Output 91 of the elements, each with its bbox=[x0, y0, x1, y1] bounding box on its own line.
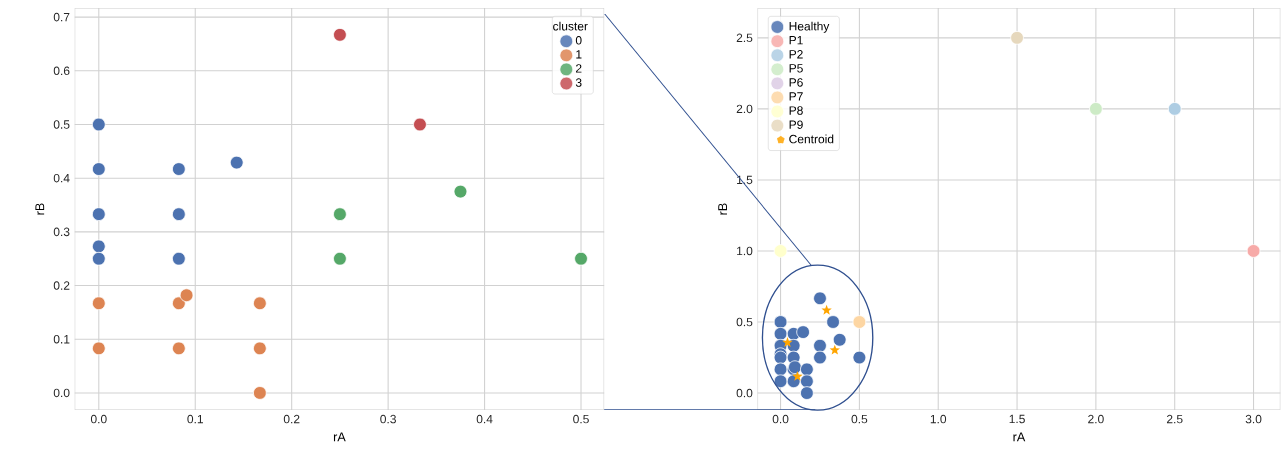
y-tick-label: 2.5 bbox=[736, 33, 753, 43]
legend-label: P1 bbox=[789, 36, 803, 45]
point bbox=[92, 251, 106, 266]
legend-label: P9 bbox=[789, 120, 803, 129]
legend-label: P5 bbox=[789, 64, 803, 73]
point bbox=[453, 184, 468, 199]
x-tick-label: 1.5 bbox=[1009, 414, 1025, 424]
point bbox=[229, 155, 244, 170]
y-tick-label: 0.6 bbox=[53, 66, 70, 76]
point bbox=[253, 386, 267, 400]
y-tick-label: 0.1 bbox=[53, 334, 70, 344]
x-tick-label: 3.0 bbox=[1245, 414, 1262, 424]
point bbox=[172, 251, 186, 266]
point bbox=[413, 117, 427, 132]
x-axis-title: rA bbox=[1013, 432, 1026, 442]
legend-label: P2 bbox=[789, 50, 803, 59]
point bbox=[92, 162, 106, 176]
point bbox=[333, 251, 347, 266]
legend-label: 1 bbox=[576, 50, 582, 59]
legend-title: cluster bbox=[553, 21, 588, 31]
x-tick-label: 1.0 bbox=[930, 414, 947, 424]
x-tick-label: 2.0 bbox=[1088, 414, 1104, 424]
y-tick-label: 0.7 bbox=[53, 12, 70, 22]
point bbox=[172, 162, 186, 176]
point bbox=[1246, 244, 1261, 258]
legend-label: P7 bbox=[789, 92, 803, 101]
point bbox=[1010, 30, 1024, 45]
y-tick-label: 0.3 bbox=[53, 227, 70, 237]
point bbox=[1167, 102, 1182, 116]
point bbox=[179, 288, 194, 302]
x-tick-label: 0.0 bbox=[772, 414, 789, 424]
point bbox=[800, 362, 814, 377]
legend-label: 2 bbox=[575, 64, 582, 73]
y-tick-label: 1.0 bbox=[737, 246, 753, 256]
x-tick-label: 0.5 bbox=[851, 414, 868, 424]
point bbox=[172, 296, 186, 311]
point bbox=[852, 315, 867, 329]
point bbox=[92, 341, 106, 356]
y-tick-label: 0.2 bbox=[53, 281, 70, 290]
point bbox=[826, 315, 840, 329]
y-tick-label: 0.5 bbox=[736, 317, 753, 327]
point bbox=[92, 207, 106, 221]
point bbox=[92, 117, 106, 132]
point bbox=[333, 207, 347, 221]
x-tick-label: 0.4 bbox=[476, 414, 493, 424]
y-tick-label: 0.5 bbox=[53, 120, 70, 129]
point bbox=[813, 350, 827, 365]
x-tick-label: 2.5 bbox=[1166, 414, 1183, 424]
point bbox=[172, 341, 186, 356]
point bbox=[773, 244, 788, 258]
point bbox=[574, 251, 588, 266]
point bbox=[333, 27, 347, 42]
point bbox=[796, 325, 810, 339]
y-tick-label: 0.4 bbox=[53, 173, 70, 183]
y-axis-title: rB bbox=[35, 203, 45, 215]
point bbox=[800, 374, 814, 389]
x-axis-title: rA bbox=[333, 432, 346, 442]
point bbox=[821, 304, 832, 315]
legend-label: 0 bbox=[575, 36, 582, 45]
y-tick-label: 0.0 bbox=[53, 388, 70, 398]
point bbox=[829, 344, 840, 355]
point bbox=[832, 332, 847, 347]
legend-label: P8 bbox=[789, 106, 803, 115]
legend-label: Centroid bbox=[789, 134, 834, 144]
point bbox=[773, 362, 788, 377]
x-tick-label: 0.1 bbox=[187, 414, 203, 424]
x-tick-label: 0.5 bbox=[573, 414, 589, 424]
x-tick-label: 0.0 bbox=[90, 414, 107, 424]
x-tick-label: 0.3 bbox=[380, 414, 396, 424]
x-tick-label: 0.2 bbox=[283, 414, 300, 424]
point bbox=[813, 338, 827, 353]
point bbox=[852, 350, 867, 365]
point bbox=[773, 326, 788, 341]
point bbox=[253, 296, 267, 311]
point bbox=[813, 291, 827, 306]
point bbox=[773, 374, 788, 389]
point bbox=[253, 341, 267, 356]
legend-label: 3 bbox=[575, 78, 582, 87]
point bbox=[800, 386, 814, 400]
y-tick-label: 2.0 bbox=[736, 104, 753, 114]
point bbox=[792, 370, 803, 381]
y-tick-label: 0.0 bbox=[736, 388, 753, 398]
point bbox=[172, 207, 186, 221]
point bbox=[1089, 102, 1103, 116]
y-axis-title: rB bbox=[718, 203, 727, 215]
legend-label: P6 bbox=[789, 78, 803, 87]
point bbox=[773, 315, 788, 329]
point bbox=[92, 296, 106, 311]
point bbox=[782, 336, 793, 347]
point bbox=[92, 239, 106, 254]
legend-label: Healthy bbox=[789, 21, 830, 33]
